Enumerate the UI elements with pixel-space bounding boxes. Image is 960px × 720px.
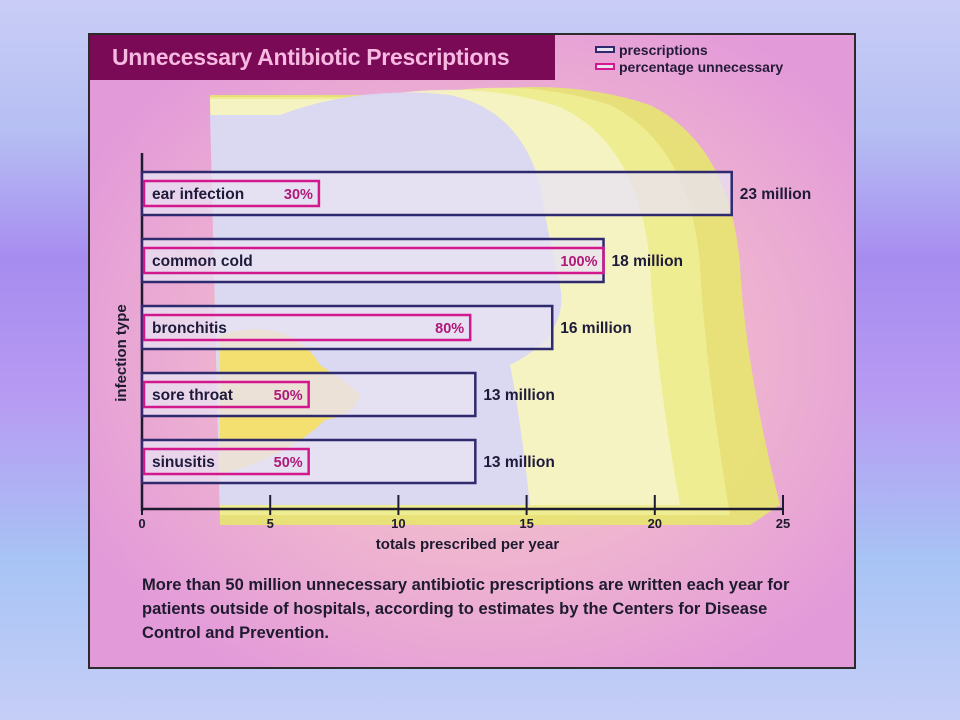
legend-item-percentage: percentage unnecessary — [595, 58, 783, 75]
value-label: 18 million — [612, 253, 684, 270]
chart-title: Unnecessary Antibiotic Prescriptions — [90, 35, 555, 80]
percentage-label: 50% — [274, 388, 303, 404]
infographic-card: Unnecessary Antibiotic Prescriptions pre… — [88, 33, 856, 669]
percentage-label: 30% — [284, 187, 313, 203]
percentage-bar — [142, 246, 605, 275]
category-label: common cold — [152, 253, 253, 270]
legend-swatch-percentage — [595, 63, 615, 70]
percentage-bar — [142, 447, 310, 476]
percentage-bar — [142, 380, 310, 409]
legend-item-prescriptions: prescriptions — [595, 41, 783, 58]
x-tick-label: 5 — [267, 516, 274, 531]
percentage-label: 80% — [435, 321, 464, 337]
x-tick-label: 20 — [648, 516, 662, 531]
x-tick-label: 25 — [776, 516, 790, 531]
prescriptions-bar — [140, 170, 733, 217]
category-label: ear infection — [152, 186, 244, 203]
value-label: 13 million — [483, 387, 555, 404]
value-label: 23 million — [740, 186, 812, 203]
x-tick-label: 0 — [138, 516, 145, 531]
value-label: 16 million — [560, 320, 632, 337]
x-axis-label: totals prescribed per year — [376, 536, 560, 553]
x-tick-label: 15 — [519, 516, 533, 531]
category-label: bronchitis — [152, 320, 227, 337]
prescriptions-bar — [140, 304, 554, 351]
x-tick-label: 10 — [391, 516, 405, 531]
value-label: 13 million — [483, 454, 555, 471]
legend-label-percentage: percentage unnecessary — [619, 58, 784, 75]
percentage-label: 50% — [274, 455, 303, 471]
chart-legend: prescriptions percentage unnecessary — [595, 41, 783, 75]
legend-label-prescriptions: prescriptions — [619, 41, 708, 58]
percentage-bar — [142, 313, 472, 342]
legend-swatch-prescriptions — [595, 46, 615, 53]
bar-chart: 0 5 10 15 20 25 totals prescribed per year infe… — [113, 153, 812, 553]
percentage-label: 100% — [560, 254, 597, 270]
category-label: sore throat — [152, 387, 233, 404]
percentage-bar — [142, 179, 321, 208]
caption-text: More than 50 million unnecessary antibio… — [142, 576, 790, 642]
category-label: sinusitis — [152, 454, 215, 471]
y-axis-label: infection type — [113, 304, 130, 402]
